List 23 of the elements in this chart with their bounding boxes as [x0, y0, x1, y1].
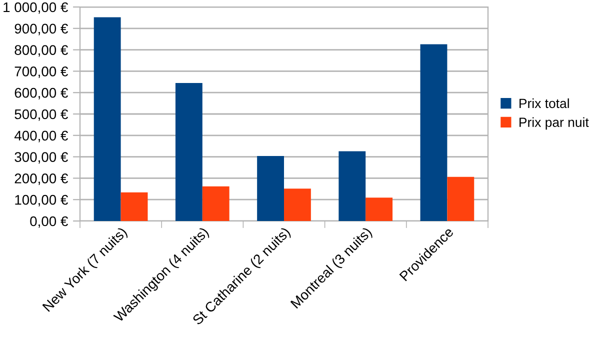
bar: [447, 176, 474, 221]
y-tick-label: 700,00 €: [14, 66, 68, 78]
y-tick-label: 1 000,00 €: [4, 2, 68, 14]
bar: [175, 82, 202, 221]
bar: [94, 17, 121, 221]
y-tick-label: 100,00 €: [15, 194, 68, 206]
legend-label: Prix par nuit: [520, 117, 589, 130]
bar: [120, 192, 148, 221]
legend-label: Prix total: [520, 98, 569, 108]
bar: [257, 156, 284, 221]
bar: [420, 44, 448, 221]
y-tick-label: 400,00 €: [14, 130, 68, 142]
bar: [338, 151, 366, 221]
y-tick-label: 300,00 €: [14, 152, 68, 164]
bar: [202, 186, 230, 221]
y-tick-label: 800,00 €: [14, 45, 68, 57]
bar: [366, 198, 393, 221]
y-tick-label: 500,00 €: [14, 109, 68, 121]
bar: [284, 188, 311, 221]
y-tick-label: 200,00 €: [14, 174, 68, 186]
y-tick-label: 0,00 €: [30, 216, 68, 228]
y-tick-label: 600,00 €: [14, 88, 68, 100]
y-tick-label: 900,00 €: [14, 24, 68, 36]
